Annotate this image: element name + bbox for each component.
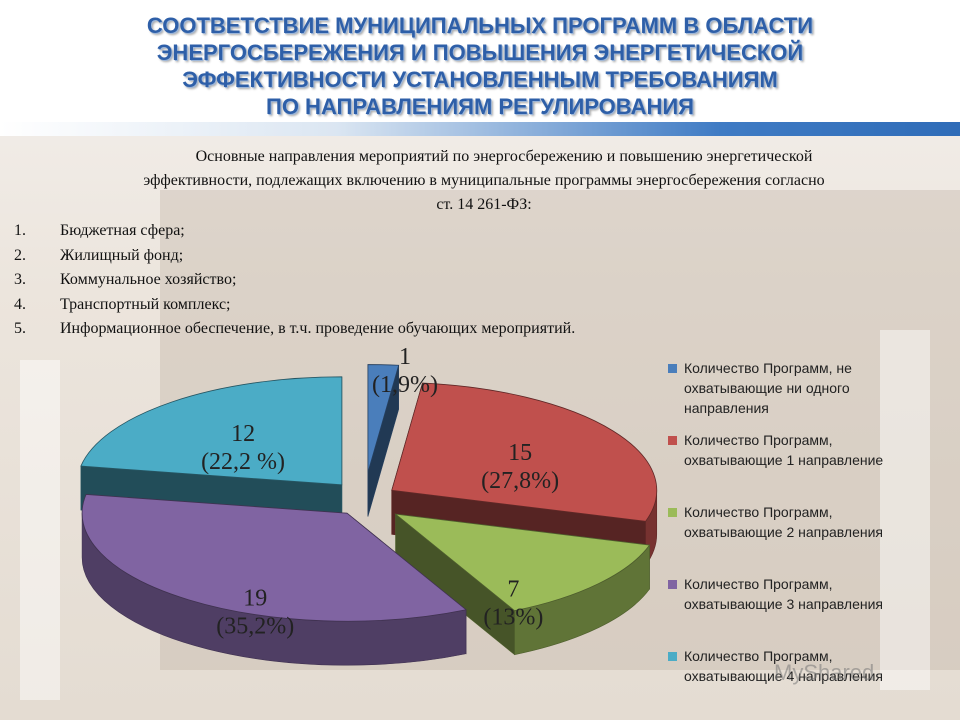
legend-item: Количество Программ, не охватывающие ни … <box>668 358 938 430</box>
list-number: 5. <box>14 320 26 337</box>
slice-percent-label: (35,2%) <box>216 613 294 639</box>
intro-line: ст. 14 261-ФЗ: <box>436 196 532 213</box>
page-title-line: СООТВЕТСТВИЕ МУНИЦИПАЛЬНЫХ ПРОГРАММ В ОБ… <box>146 13 814 38</box>
legend-item: Количество Программ, охватывающие 3 напр… <box>668 574 938 646</box>
list-item: 5. Информационное обеспечение, в т.ч. про… <box>14 317 575 342</box>
slice-value-label: 19 <box>243 585 267 611</box>
slice-value-label: 15 <box>508 440 532 466</box>
legend-label: направления <box>684 400 769 416</box>
legend-swatch <box>668 436 677 445</box>
building-column <box>20 360 60 700</box>
directions-list: 1. Бюджетная сфера; 2. Жилищный фонд; 3. Ко… <box>14 219 575 342</box>
legend-label: Количество Программ, не <box>684 360 852 376</box>
page-title: СООТВЕТСТВИЕ МУНИЦИПАЛЬНЫХ ПРОГРАММ В ОБ… <box>60 12 900 120</box>
legend-label: Количество Программ, <box>684 504 833 520</box>
slice-percent-label: (22,2 %) <box>201 449 285 475</box>
list-text: Информационное обеспечение, в т.ч. прове… <box>60 320 576 337</box>
legend-item: Количество Программ, охватывающие 1 напр… <box>668 430 938 502</box>
legend-label: охватывающие 4 направления <box>684 668 883 684</box>
intro-text: Основные направления мероприятий по энер… <box>22 145 946 217</box>
legend-swatch <box>668 580 677 589</box>
title-bar <box>0 0 960 124</box>
list-text: Коммунальное хозяйство; <box>60 271 237 288</box>
intro-line: Основные направления мероприятий по энер… <box>195 148 813 165</box>
page-title-line: ПО НАПРАВЛЕНИЯМ РЕГУЛИРОВАНИЯ <box>266 94 694 119</box>
slice-value-label: 1 <box>399 344 411 370</box>
page-title-line: ЭФФЕКТИВНОСТИ УСТАНОВЛЕННЫМ ТРЕБОВАНИЯМ <box>182 67 778 92</box>
legend-label: охватывающие 1 направление <box>684 452 884 468</box>
list-item: 2. Жилищный фонд; <box>14 244 575 269</box>
list-item: 4. Транспортный комплекс; <box>14 293 575 318</box>
legend-swatch <box>668 652 677 661</box>
list-item: 1. Бюджетная сфера; <box>14 219 575 244</box>
slice-value-label: 7 <box>507 576 519 602</box>
legend-swatch <box>668 508 677 517</box>
pie-slice <box>367 364 400 473</box>
pie-slice <box>81 494 467 622</box>
list-number: 2. <box>14 246 26 264</box>
legend-label: охватывающие 3 направления <box>684 596 883 612</box>
slice-percent-label: (27,8%) <box>481 468 559 494</box>
slice-percent-label: (1,9%) <box>372 372 438 398</box>
pie-chart: 1(1,9%) 15(27,8%) 7(13%) 19(35,2%) 12(22,2 %… <box>80 344 658 666</box>
list-text: Транспортный комплекс; <box>60 295 231 313</box>
list-text: Жилищный фонд; <box>60 246 184 264</box>
legend-label: Количество Программ, <box>684 576 833 592</box>
intro-line: эффективности, подлежащих включению в му… <box>143 172 825 189</box>
list-item: 3. Коммунальное хозяйство; <box>14 268 575 293</box>
legend-label: охватывающие ни одного <box>684 380 850 396</box>
chart-legend: Количество Программ, не охватывающие ни … <box>668 358 938 718</box>
legend-item: Количество Программ, охватывающие 4 напр… <box>668 646 938 718</box>
title-divider-stripe <box>0 122 960 136</box>
legend-label: Количество Программ, <box>684 648 833 664</box>
list-number: 1. <box>14 222 26 239</box>
slice-percent-label: (13%) <box>483 604 543 630</box>
list-number: 3. <box>14 271 26 288</box>
list-number: 4. <box>14 295 26 313</box>
legend-item: Количество Программ, охватывающие 2 напр… <box>668 502 938 574</box>
slice-value-label: 12 <box>231 421 255 447</box>
legend-label: Количество Программ, <box>684 432 833 448</box>
list-text: Бюджетная сфера; <box>60 222 185 239</box>
watermark: MyShared <box>774 660 875 685</box>
legend-swatch <box>668 364 677 373</box>
page-title-line: ЭНЕРГОСБЕРЕЖЕНИЯ И ПОВЫШЕНИЯ ЭНЕРГЕТИЧЕС… <box>156 40 804 65</box>
pie-slice <box>80 376 343 486</box>
pie-slice <box>394 513 651 612</box>
building-column <box>880 330 930 690</box>
pie-slice <box>391 382 658 522</box>
legend-label: охватывающие 2 направления <box>684 524 883 540</box>
